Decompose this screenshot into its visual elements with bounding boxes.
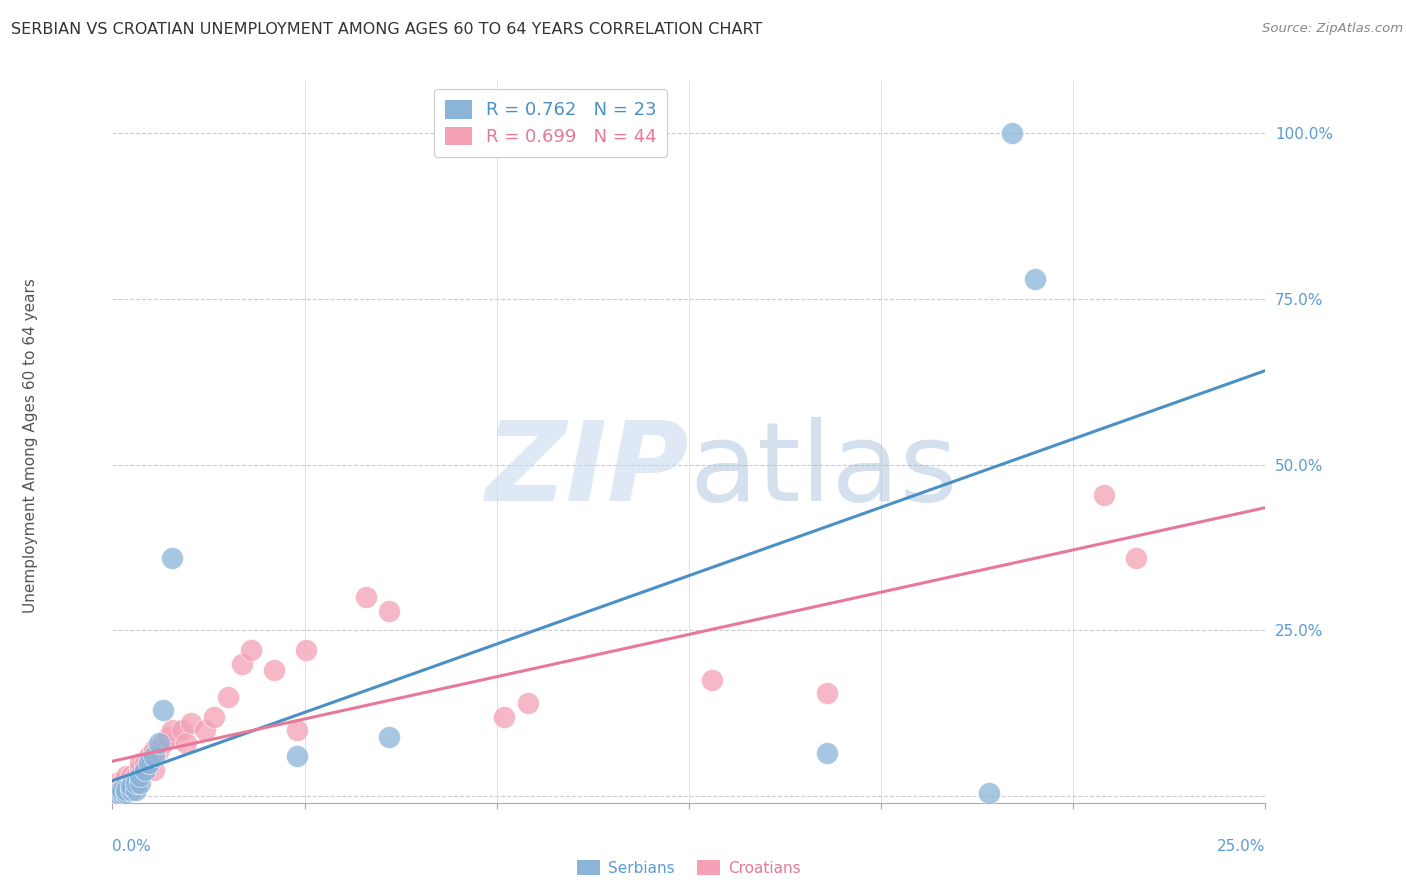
Text: ZIP: ZIP <box>485 417 689 524</box>
Point <box>1092 487 1115 501</box>
Point <box>105 776 128 790</box>
Point <box>120 776 142 790</box>
Text: 25.0%: 25.0% <box>1218 838 1265 854</box>
Point <box>148 736 170 750</box>
Point <box>111 782 134 797</box>
Point <box>152 736 174 750</box>
Point <box>115 776 138 790</box>
Point <box>124 782 146 797</box>
Point <box>285 749 308 764</box>
Point <box>111 776 134 790</box>
Point <box>143 743 166 757</box>
Point <box>129 756 152 770</box>
Point <box>129 776 152 790</box>
Point <box>134 756 156 770</box>
Point <box>124 776 146 790</box>
Point <box>134 763 156 777</box>
Point <box>354 591 377 605</box>
Point <box>516 697 538 711</box>
Point <box>1125 550 1147 565</box>
Point <box>152 703 174 717</box>
Point <box>494 709 516 723</box>
Point <box>115 782 138 797</box>
Point <box>120 769 142 783</box>
Point <box>231 657 253 671</box>
Point <box>115 769 138 783</box>
Point <box>378 603 401 617</box>
Point <box>105 786 128 800</box>
Point <box>977 786 1000 800</box>
Point <box>162 550 184 565</box>
Point <box>105 782 128 797</box>
Text: 0.0%: 0.0% <box>112 838 152 854</box>
Text: SERBIAN VS CROATIAN UNEMPLOYMENT AMONG AGES 60 TO 64 YEARS CORRELATION CHART: SERBIAN VS CROATIAN UNEMPLOYMENT AMONG A… <box>11 22 762 37</box>
Text: atlas: atlas <box>689 417 957 524</box>
Point <box>143 749 166 764</box>
Point <box>111 786 134 800</box>
Point <box>120 782 142 797</box>
Legend: Serbians, Croatians: Serbians, Croatians <box>571 854 807 882</box>
Point <box>1024 272 1046 286</box>
Point <box>180 716 202 731</box>
Point <box>295 643 318 657</box>
Point <box>174 736 197 750</box>
Point <box>1001 126 1024 140</box>
Point <box>124 769 146 783</box>
Point <box>111 782 134 797</box>
Point <box>129 763 152 777</box>
Text: Unemployment Among Ages 60 to 64 years: Unemployment Among Ages 60 to 64 years <box>24 278 38 614</box>
Point <box>138 756 160 770</box>
Point <box>124 776 146 790</box>
Text: Source: ZipAtlas.com: Source: ZipAtlas.com <box>1263 22 1403 36</box>
Point <box>156 730 179 744</box>
Point <box>194 723 217 737</box>
Point <box>129 769 152 783</box>
Point <box>162 723 184 737</box>
Point <box>115 786 138 800</box>
Point <box>263 663 285 677</box>
Point <box>285 723 308 737</box>
Point <box>217 690 239 704</box>
Point <box>129 769 152 783</box>
Point <box>202 709 225 723</box>
Point <box>105 786 128 800</box>
Point <box>148 743 170 757</box>
Point <box>120 782 142 797</box>
Point <box>170 723 193 737</box>
Point <box>134 763 156 777</box>
Point <box>143 763 166 777</box>
Point <box>815 746 838 760</box>
Point <box>115 782 138 797</box>
Point <box>700 673 723 688</box>
Point <box>239 643 262 657</box>
Point <box>120 779 142 793</box>
Point <box>815 686 838 700</box>
Point <box>138 749 160 764</box>
Point <box>378 730 401 744</box>
